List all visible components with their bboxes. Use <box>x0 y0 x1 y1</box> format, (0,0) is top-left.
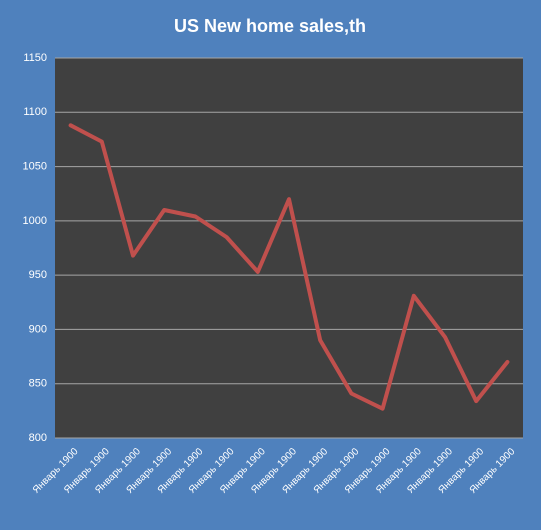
y-tick-label: 1050 <box>23 160 47 172</box>
y-tick-label: 900 <box>29 323 47 335</box>
y-tick-label: 1000 <box>23 215 47 227</box>
y-tick-label: 800 <box>29 432 47 444</box>
y-tick-label: 950 <box>29 269 47 281</box>
line-series <box>68 123 510 411</box>
y-tick-label: 1100 <box>23 106 47 118</box>
y-tick-label: 1150 <box>23 52 47 64</box>
chart-title: US New home sales,th <box>174 16 366 36</box>
y-tick-label: 850 <box>29 378 47 390</box>
plot-area <box>55 58 523 438</box>
